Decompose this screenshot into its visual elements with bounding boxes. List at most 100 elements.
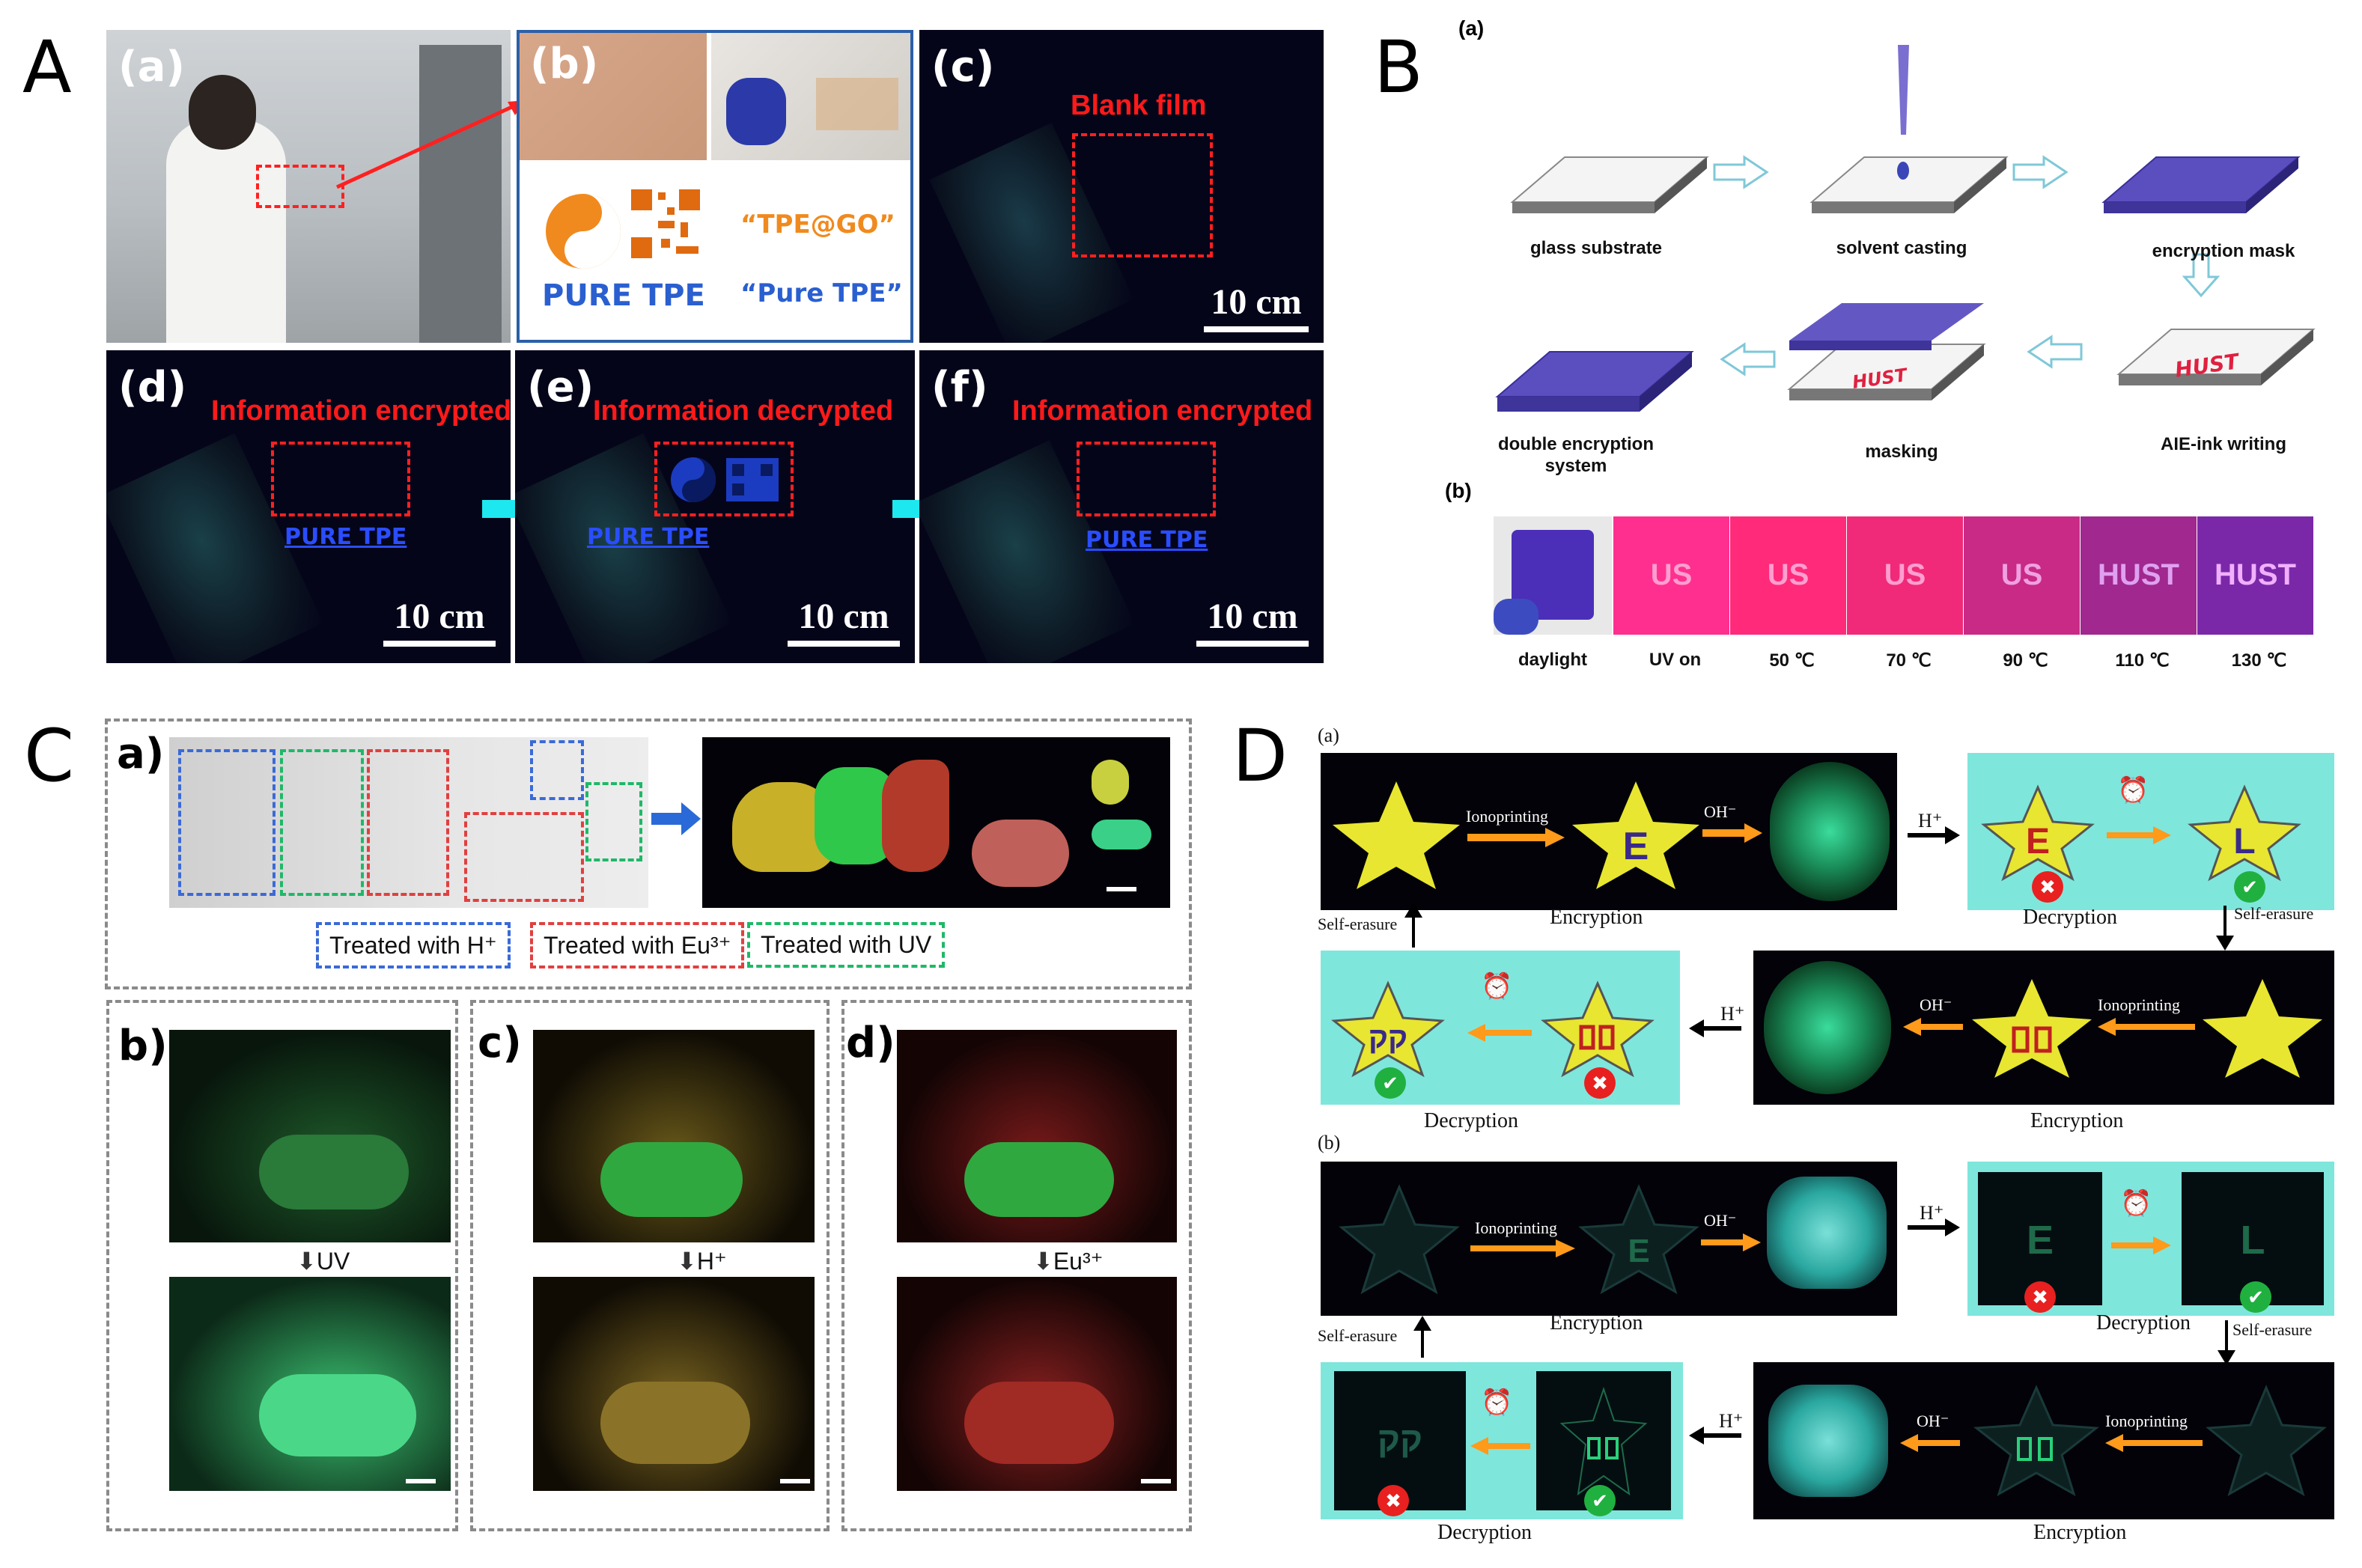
- sublabel-b-b: (b): [1445, 479, 1472, 502]
- strip-label-50: 50 ℃: [1769, 650, 1815, 671]
- star-letter-l-icon: L: [2188, 784, 2301, 882]
- orange-arrow-icon: [1470, 1239, 1575, 1257]
- strip-uv-on: US: [1613, 516, 1729, 635]
- arrow-down: [2182, 253, 2221, 298]
- star-printed-icon: E: [1572, 781, 1699, 889]
- scale-label: 10 cm: [1207, 597, 1298, 636]
- letter-e: E: [2026, 822, 2050, 861]
- star-shape-icon: [2203, 979, 2322, 1078]
- orange-arrow-icon: [1467, 828, 1565, 847]
- sublabel-c: (c): [931, 43, 995, 91]
- down-arrow-head: [2218, 1350, 2235, 1365]
- step-aie-ink-writing: AIE-ink writing: [2161, 434, 2286, 454]
- check-icon: ✔: [2234, 871, 2265, 903]
- encryption-caption: Encryption: [2030, 1109, 2124, 1132]
- scale-bar-c: 10 cm: [1204, 284, 1309, 332]
- orange-arrow-left-icon: [2098, 1018, 2195, 1036]
- alarm-clock-icon: ⏰: [1481, 972, 1513, 1001]
- black-arrow-left: [1689, 1019, 1741, 1037]
- alarm-clock-icon: ⏰: [2117, 776, 2149, 805]
- strip-label-uv-on: UV on: [1649, 650, 1702, 670]
- ionoprinting-label: Ionoprinting: [1466, 807, 1548, 826]
- decryption-caption: Decryption: [1437, 1521, 1532, 1544]
- uv-treated-region: [280, 749, 364, 896]
- panel-b-letter: B: [1374, 25, 1423, 109]
- decrypted-region-box: [654, 442, 794, 516]
- encryption-caption: Encryption: [1550, 906, 1643, 929]
- folded-green-glow: [1770, 762, 1890, 901]
- plate-mask: [2101, 156, 2301, 213]
- info-encrypted-label: Information encrypted: [1012, 395, 1313, 427]
- up-arrow-shaft: [1412, 907, 1415, 948]
- sublabel-b-a: (a): [1458, 16, 1485, 40]
- up-arrow-shaft: [1421, 1320, 1424, 1358]
- self-erasure-label: Self-erasure: [1318, 915, 1398, 933]
- photo-uv-after: [169, 1277, 451, 1491]
- strip-label-70: 70 ℃: [1886, 650, 1932, 671]
- orange-arrow-icon: [2107, 826, 2171, 844]
- folded-cyan-glow: [1768, 1385, 1888, 1497]
- sublabel-d: (d): [118, 363, 187, 412]
- star-shape-icon: [1333, 781, 1460, 889]
- orange-arrow-icon: [1702, 823, 1762, 843]
- h-treated-region: [178, 749, 276, 896]
- oh-label: OH⁻: [1704, 802, 1737, 821]
- strip-70: US: [1847, 516, 1963, 635]
- panel-d-letter: D: [1232, 714, 1288, 798]
- chameleon-silhouette: [964, 1142, 1114, 1217]
- panel-c-letter: C: [24, 714, 75, 798]
- oh-label: OH⁻: [1917, 1412, 1949, 1430]
- sublabel-f: (f): [931, 363, 988, 412]
- d-a-encryption-bottom: OH⁻ Ionoprinting: [1753, 951, 2334, 1105]
- pure-tpe-logo: PURE TPE: [542, 278, 705, 313]
- scale-bar-cc: [780, 1479, 810, 1483]
- encrypted-region-box: [1077, 442, 1216, 516]
- decrypted-symbols-icon: [671, 457, 779, 502]
- scale-bar-cd: [1141, 1479, 1171, 1483]
- cross-icon: ✖: [2032, 871, 2063, 903]
- orange-arrow-icon: [1701, 1233, 1761, 1251]
- arrow-2: [2012, 155, 2069, 189]
- sublabel-d-b: (b): [1318, 1132, 1341, 1153]
- scale-label: 10 cm: [394, 597, 485, 636]
- cross-icon: ✖: [1584, 1067, 1616, 1099]
- blue-arrow: [651, 802, 701, 835]
- ionoprinting-label: Ionoprinting: [1475, 1218, 1557, 1237]
- info-decrypted-label: Information decrypted: [593, 395, 894, 427]
- h-label-b2: H⁺: [1719, 1410, 1744, 1432]
- uv-treated-leaf: [585, 782, 642, 861]
- strip-label-110: 110 ℃: [2115, 650, 2170, 671]
- dark-star-icon: [1339, 1184, 1460, 1295]
- plate-aie-writing: [2116, 329, 2316, 385]
- arrow-uv-label: ⬇UV: [296, 1248, 350, 1275]
- film-pieces: [816, 78, 898, 130]
- down-arrow-head: [2216, 936, 2234, 951]
- chameleon-red-part: [882, 760, 949, 872]
- decryption-caption: Decryption: [1424, 1109, 1518, 1132]
- folded-cyan-glow: [1767, 1177, 1887, 1289]
- strip-110: HUST: [2081, 516, 2197, 635]
- qr-code-icon: [628, 186, 703, 261]
- plate-masking: [1787, 303, 1986, 400]
- orange-arrow-left-icon: [1467, 1024, 1532, 1042]
- panel-c-b-frame: [106, 1000, 458, 1531]
- cross-icon: ✖: [2024, 1281, 2056, 1313]
- orange-arrow-icon: [2111, 1236, 2171, 1254]
- sublabel-c-c: c): [478, 1019, 522, 1067]
- scale-bar-d: 10 cm: [383, 599, 496, 647]
- photo-decrypted: (e) Information decrypted PURE TPE 10 cm: [515, 350, 915, 663]
- step-double-encryption: double encryption system: [1497, 434, 1654, 476]
- strip-label-daylight: daylight: [1518, 650, 1587, 670]
- printed-letter-e: E: [1623, 825, 1649, 868]
- check-icon: ✔: [2240, 1281, 2271, 1313]
- strip-daylight: [1494, 516, 1612, 635]
- blank-film-box: [1072, 133, 1213, 257]
- photo-eu-after: [897, 1277, 1177, 1491]
- self-erasure-label: Self-erasure: [1318, 1326, 1398, 1345]
- pure-tpe-visible: PURE TPE: [587, 524, 710, 550]
- strip-50: US: [1730, 516, 1846, 635]
- scale-bar-ca: [1107, 887, 1136, 891]
- photo-molded-sheets: [169, 737, 648, 908]
- scale-label: 10 cm: [1211, 282, 1302, 322]
- decryption-caption: Decryption: [2023, 906, 2117, 929]
